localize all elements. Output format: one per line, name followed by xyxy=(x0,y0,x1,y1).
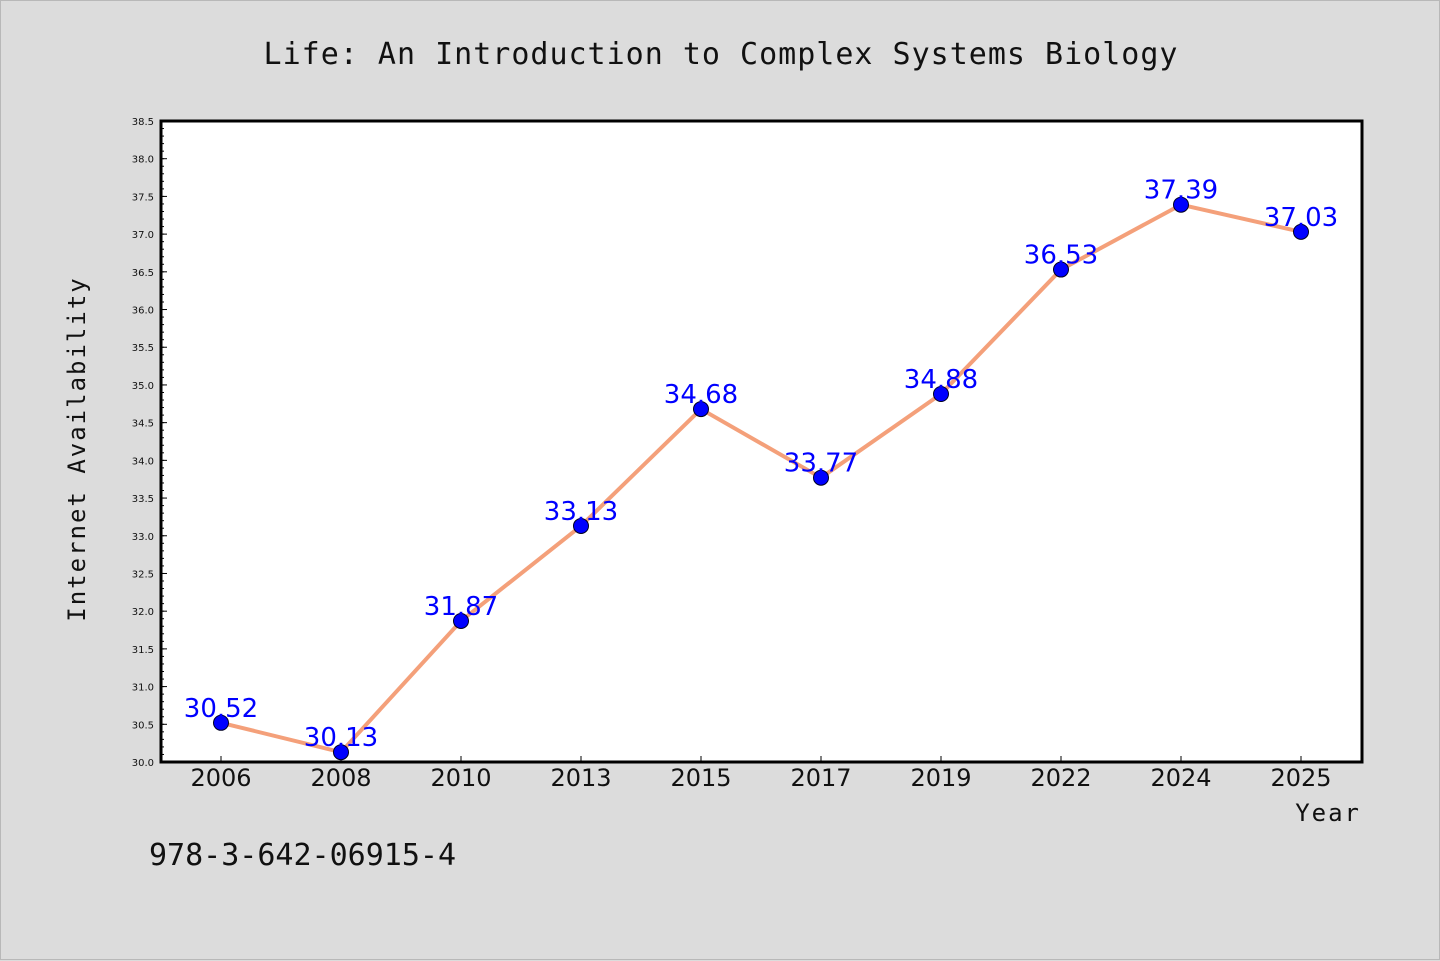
y-tick-label: 32.0 xyxy=(132,607,154,618)
data-point-marker xyxy=(453,612,469,629)
y-tick-label: 32.5 xyxy=(132,569,154,580)
y-tick-label: 36.5 xyxy=(132,268,154,279)
data-labels-group: 30.52 30.13 31.87 33.13 34.68 33.77 34.88 36.53… xyxy=(184,176,1338,753)
x-tick-label: 2006 xyxy=(190,764,251,792)
data-point-marker xyxy=(213,714,229,731)
y-tick-label: 38.0 xyxy=(132,155,154,166)
data-point-marker xyxy=(693,401,709,418)
data-label: 31.87 xyxy=(424,592,498,622)
data-label: 33.13 xyxy=(544,497,618,527)
y-axis-label: Internet Availability xyxy=(63,276,91,621)
data-point-marker xyxy=(1053,261,1069,278)
data-point-marker xyxy=(333,744,349,761)
data-point-marker xyxy=(933,385,949,402)
x-axis-label: Year xyxy=(1295,799,1361,827)
data-label: 37.03 xyxy=(1264,203,1338,233)
data-label: 34.88 xyxy=(904,365,978,395)
data-label: 33.77 xyxy=(784,449,858,479)
y-tick-label: 31.0 xyxy=(132,683,154,694)
x-axis-ticks: 2006 2008 2010 2013 2015 2017 2019 2022 2024 2025 xyxy=(190,756,1332,792)
y-tick-label: 38.5 xyxy=(132,117,154,128)
y-tick-label: 36.0 xyxy=(132,306,154,317)
data-point-marker xyxy=(813,469,829,486)
x-tick-label: 2025 xyxy=(1270,764,1331,792)
x-tick-label: 2019 xyxy=(910,764,971,792)
chart-title: Life: An Introduction to Complex Systems… xyxy=(264,37,1179,72)
series-line xyxy=(219,202,1303,755)
y-tick-label: 30.5 xyxy=(132,720,154,731)
y-tick-label: 35.0 xyxy=(132,381,154,392)
x-tick-label: 2015 xyxy=(670,764,731,792)
y-tick-label: 31.5 xyxy=(132,645,154,656)
y-tick-label: 37.5 xyxy=(132,192,154,203)
x-tick-label: 2013 xyxy=(550,764,611,792)
x-tick-label: 2010 xyxy=(430,764,491,792)
isbn-text: 978-3-642-06915-4 xyxy=(149,838,456,873)
data-point-marker xyxy=(1293,223,1309,240)
y-axis-ticks: 30.0 30.5 31.0 31.5 32.0 32.5 33.0 33.5 34.0 34.5… xyxy=(132,117,167,769)
series-line-group xyxy=(219,202,1303,755)
x-tick-label: 2008 xyxy=(310,764,371,792)
x-tick-label: 2017 xyxy=(790,764,851,792)
plot-frame xyxy=(159,119,1364,764)
y-tick-label: 33.5 xyxy=(132,494,154,505)
data-point-marker xyxy=(1173,196,1189,213)
y-tick-label: 37.0 xyxy=(132,230,154,241)
data-label: 30.13 xyxy=(304,723,378,753)
y-tick-label: 30.0 xyxy=(132,758,154,769)
y-tick-label: 34.0 xyxy=(132,456,154,467)
data-label: 30.52 xyxy=(184,694,258,724)
y-tick-label: 33.0 xyxy=(132,532,154,543)
data-label: 36.53 xyxy=(1024,241,1098,271)
x-tick-label: 2022 xyxy=(1030,764,1091,792)
data-point-marker xyxy=(573,517,589,534)
data-label: 34.68 xyxy=(664,380,738,410)
series-markers-group xyxy=(213,196,1309,761)
x-tick-label: 2024 xyxy=(1150,764,1211,792)
y-tick-label: 34.5 xyxy=(132,419,154,430)
data-label: 37.39 xyxy=(1144,176,1218,206)
y-tick-label: 35.5 xyxy=(132,343,154,354)
